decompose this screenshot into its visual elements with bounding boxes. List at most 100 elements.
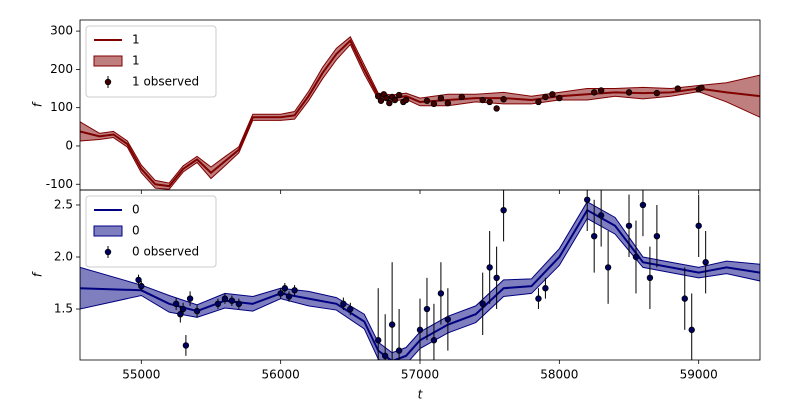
plot-area [80, 36, 760, 190]
y-axis-label: f [31, 101, 45, 107]
legend-label: 1 [132, 33, 140, 47]
y-tick-label: 200 [50, 62, 73, 76]
observed-point [285, 293, 293, 300]
model-line [80, 39, 760, 188]
legend-label: 0 [132, 224, 140, 238]
observed-point [177, 311, 184, 318]
observed-point [486, 264, 493, 271]
observed-point [590, 232, 598, 240]
observed-point [388, 321, 396, 328]
observed-point [500, 96, 507, 103]
observed-point [653, 89, 661, 97]
legend-marker [104, 248, 112, 256]
observed-point [535, 98, 542, 106]
legend-box [85, 195, 217, 268]
observed-point [535, 295, 542, 302]
x-tick-label: 55000 [122, 368, 160, 382]
observed-point [437, 290, 445, 297]
observed-point [688, 326, 695, 334]
observed-point [653, 232, 661, 240]
legend-label: 1 observed [132, 75, 199, 89]
observed-point [500, 206, 507, 214]
observed-point [391, 96, 399, 104]
observed-point [437, 94, 445, 102]
observed-point [479, 96, 486, 104]
y-axis-label: f [31, 271, 45, 277]
observed-point [646, 274, 654, 282]
observed-point [374, 92, 382, 100]
observed-point [291, 287, 298, 294]
observed-point [625, 89, 633, 96]
observed-point [135, 276, 142, 284]
observed-point [444, 99, 452, 107]
legend-label: 0 [132, 203, 140, 217]
legend-patch [93, 55, 123, 67]
observed-point [381, 352, 389, 360]
legend-label: 1 [132, 54, 140, 68]
y-tick-label: 2.5 [54, 197, 73, 211]
legend-label: 0 observed [132, 245, 199, 259]
observed-point [486, 98, 493, 106]
observed-point [186, 295, 194, 302]
observed-point [444, 316, 452, 323]
observed-point [386, 99, 393, 107]
observed-point [430, 100, 438, 108]
x-tick-label: 58000 [540, 368, 578, 382]
observed-point [347, 305, 354, 313]
y-tick-label: -100 [46, 177, 73, 191]
observed-point [681, 295, 688, 302]
x-axis-label: t [418, 388, 424, 400]
observed-point [458, 93, 466, 101]
legend-box [85, 25, 217, 98]
observed-point [698, 84, 705, 91]
observed-point [340, 300, 347, 308]
observed-point [597, 87, 605, 94]
observed-point [228, 297, 236, 304]
legend-marker [104, 78, 112, 86]
observed-point [542, 285, 549, 292]
observed-point [395, 91, 403, 99]
y-tick-label: 1.5 [54, 302, 73, 316]
plot-area [80, 190, 760, 360]
observed-point [172, 300, 180, 308]
y-tick-label: 300 [50, 24, 73, 38]
observed-point [493, 105, 500, 112]
y-tick-label: 100 [50, 100, 73, 114]
observed-point [281, 285, 289, 292]
observed-point [674, 85, 681, 92]
confidence-band [80, 201, 760, 360]
observed-point [549, 91, 556, 98]
observed-point [584, 196, 591, 203]
observed-point [402, 96, 410, 104]
observed-point [395, 347, 403, 354]
observed-point [235, 300, 243, 308]
y-tick-label: 0 [65, 138, 73, 152]
observed-point [214, 300, 222, 308]
observed-point [542, 93, 549, 101]
observed-point [423, 305, 431, 313]
observed-point [138, 282, 145, 290]
observed-point [423, 97, 431, 104]
x-tick-label: 57000 [401, 368, 439, 382]
observed-point [590, 89, 598, 96]
observed-point [277, 290, 284, 297]
observed-point [416, 326, 424, 334]
observed-point [702, 259, 709, 266]
observed-point [639, 201, 647, 209]
observed-point [625, 222, 633, 229]
observed-point [179, 305, 187, 313]
observed-point [221, 295, 229, 302]
observed-point [430, 337, 438, 344]
x-tick-label: 56000 [262, 368, 300, 382]
observed-point [556, 94, 563, 102]
observed-point [493, 274, 500, 282]
observed-point [597, 212, 605, 219]
observed-point [695, 222, 702, 229]
y-tick-label: 2.0 [54, 250, 73, 264]
observed-point [374, 337, 382, 344]
observed-point [193, 307, 201, 315]
observed-point [604, 264, 612, 271]
observed-point [377, 97, 385, 104]
x-tick-label: 59000 [680, 368, 718, 382]
